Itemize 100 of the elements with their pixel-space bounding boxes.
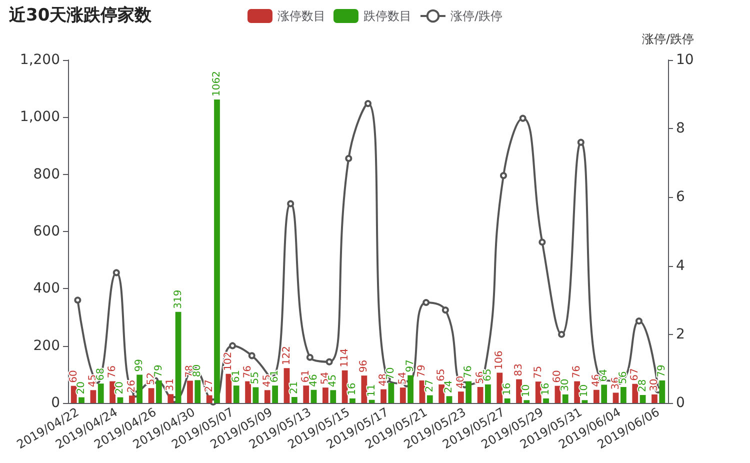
data-label: 96 [358, 360, 370, 373]
point [364, 100, 372, 108]
bar [136, 374, 143, 403]
data-label: 65 [436, 368, 448, 382]
bar [504, 398, 510, 403]
point [538, 238, 546, 246]
point [74, 296, 82, 304]
y2-tick-label: 10 [676, 52, 694, 68]
bar [117, 397, 124, 403]
data-label: 79 [416, 364, 428, 378]
bar [640, 394, 646, 403]
y-tick-label: 600 [33, 224, 60, 240]
bar [148, 388, 154, 403]
bar [90, 390, 96, 403]
data-label: 40 [455, 376, 466, 389]
data-label: 16 [540, 382, 552, 396]
bar [632, 384, 638, 403]
bar [380, 389, 386, 403]
data-label: 76 [572, 366, 583, 378]
data-label: 102 [223, 352, 234, 371]
point [248, 352, 256, 360]
data-label: 31 [165, 378, 176, 392]
bar [310, 390, 317, 403]
point [577, 138, 584, 146]
point [112, 269, 120, 276]
data-label: 10 [521, 384, 532, 398]
bar [426, 395, 433, 403]
data-label: 99 [134, 358, 146, 372]
data-label: 54 [397, 372, 408, 385]
legend-label: 跌停数目 [363, 9, 412, 23]
bar [368, 400, 375, 403]
bar [264, 390, 270, 403]
data-label: 10 [579, 384, 590, 398]
bar [466, 381, 472, 403]
data-label: 56 [618, 371, 629, 384]
bar [361, 376, 368, 403]
bar [601, 384, 608, 403]
y-tick-label: 800 [33, 166, 60, 182]
bar [593, 390, 600, 403]
data-label: 30 [560, 378, 571, 392]
bar [272, 386, 278, 403]
bar [388, 382, 394, 403]
chart-title: 近30天涨跌停家数 [8, 6, 153, 26]
data-label: 26 [126, 380, 138, 393]
bar [562, 394, 568, 403]
bar [156, 380, 162, 403]
bar [477, 386, 484, 403]
bar [652, 394, 658, 403]
point [326, 358, 333, 366]
bar [524, 400, 530, 403]
bar [291, 397, 298, 403]
y2-tick-label: 2 [676, 326, 685, 342]
point [635, 318, 642, 325]
data-label: 79 [656, 364, 668, 378]
bar [458, 392, 464, 403]
bar [485, 384, 491, 403]
point [345, 154, 352, 162]
legend-label: 涨停/跌停 [450, 9, 503, 23]
point [500, 172, 507, 180]
data-label: 16 [346, 382, 358, 396]
y2-tick-label: 4 [676, 258, 685, 274]
bar [128, 396, 135, 403]
bar [70, 386, 77, 403]
data-label: 20 [114, 382, 126, 394]
bar [612, 392, 619, 403]
bar [78, 397, 84, 403]
bar [400, 388, 406, 403]
data-label: 67 [630, 368, 641, 381]
bar [206, 395, 212, 403]
bar [245, 381, 251, 403]
data-label: 97 [405, 360, 416, 372]
y2-axis-title: 涨停/跌停 [642, 32, 694, 46]
bar [659, 380, 666, 403]
data-label: 1062 [211, 70, 222, 96]
data-label: 60 [68, 370, 80, 383]
bar [408, 375, 414, 403]
bar [168, 394, 174, 403]
bar [233, 386, 240, 403]
y-tick-label: 1,000 [20, 109, 60, 126]
bar [438, 384, 445, 403]
bar [226, 374, 232, 403]
bar [98, 384, 104, 403]
y-tick-label: 200 [33, 338, 60, 354]
legend-label: 涨停数目 [277, 9, 326, 23]
bar [446, 396, 452, 403]
point [558, 330, 566, 338]
data-label: 16 [502, 382, 513, 396]
point [519, 114, 526, 122]
data-label: 319 [172, 290, 184, 309]
data-label: 27 [424, 380, 436, 392]
data-label: 83 [514, 364, 525, 376]
point [306, 354, 314, 361]
bar [342, 370, 348, 403]
data-label: 24 [444, 380, 455, 394]
data-label: 61 [230, 370, 242, 383]
bar [535, 382, 542, 403]
data-label: 114 [339, 348, 350, 368]
bar [322, 388, 328, 403]
bar [496, 372, 503, 403]
data-label: 11 [366, 384, 378, 397]
